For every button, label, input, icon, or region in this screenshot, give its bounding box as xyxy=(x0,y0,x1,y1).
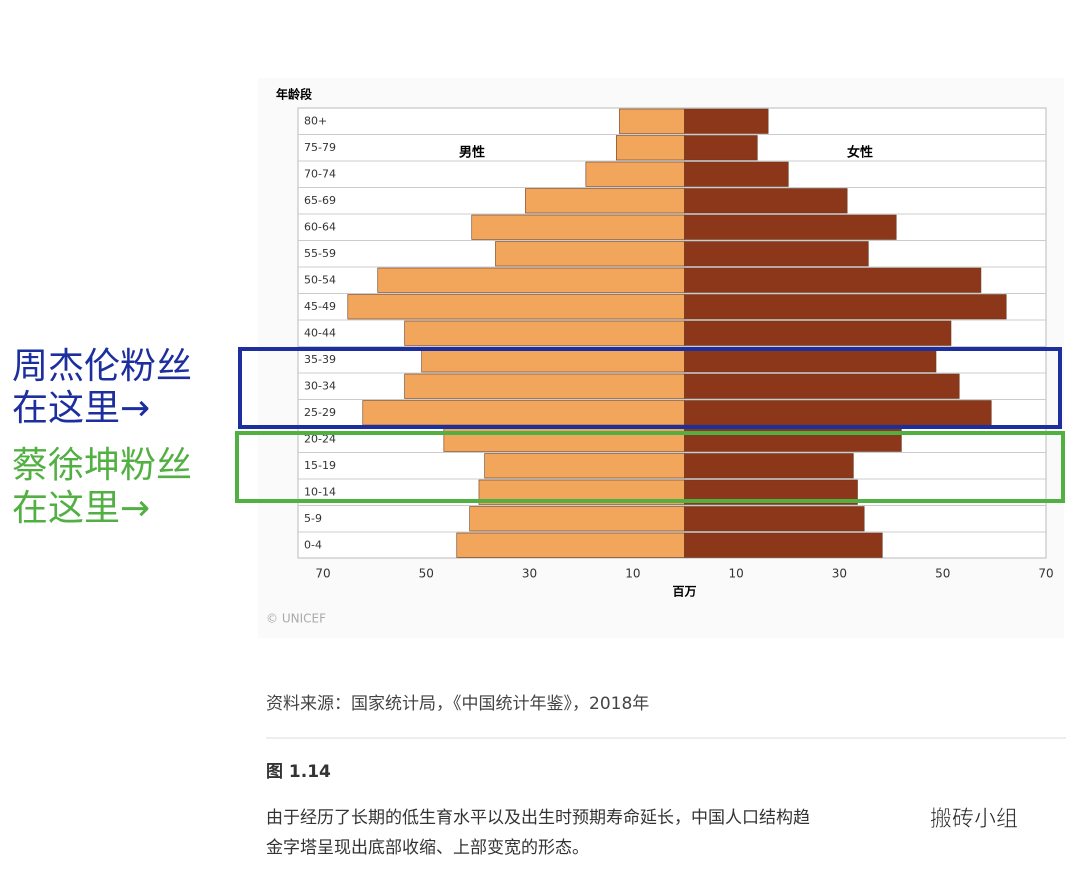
y-tick-label: 70-74 xyxy=(304,167,336,180)
y-tick-label: 15-19 xyxy=(304,459,336,472)
bar xyxy=(684,426,902,452)
y-tick-label: 45-49 xyxy=(304,300,336,313)
bar xyxy=(684,108,769,134)
y-tick-label: 55-59 xyxy=(304,247,336,260)
watermark: 搬砖小组 xyxy=(930,807,1018,832)
bar xyxy=(456,532,685,558)
y-tick-label: 50-54 xyxy=(304,273,336,286)
x-tick-label: 30 xyxy=(522,567,537,581)
bar xyxy=(684,506,865,532)
bar xyxy=(471,214,685,240)
y-tick-label: 40-44 xyxy=(304,326,336,339)
bar xyxy=(421,347,685,373)
bar xyxy=(495,241,685,267)
y-tick-label: 5-9 xyxy=(304,512,322,525)
x-tick-label: 30 xyxy=(832,567,847,581)
figure-label: 图 1.14 xyxy=(266,762,331,782)
y-tick-label: 10-14 xyxy=(304,485,336,498)
y-tick-label: 75-79 xyxy=(304,141,336,154)
bar xyxy=(443,426,685,452)
annotation-text: 在这里→ xyxy=(12,488,150,529)
x-tick-label: 10 xyxy=(625,567,640,581)
x-tick-label: 50 xyxy=(419,567,434,581)
bar xyxy=(404,320,685,346)
legend-label: 女性 xyxy=(847,145,873,161)
bar xyxy=(684,161,789,187)
annotation-text: 周杰伦粉丝 xyxy=(12,346,192,387)
bar xyxy=(684,320,952,346)
bar xyxy=(619,108,685,134)
bar xyxy=(684,453,854,479)
bar xyxy=(377,267,685,293)
bar xyxy=(684,241,869,267)
y-tick-label: 30-34 xyxy=(304,379,336,392)
annotation-text: 蔡徐坤粉丝 xyxy=(12,445,192,486)
bar xyxy=(684,188,848,214)
credit: © UNICEF xyxy=(266,612,326,626)
bar xyxy=(684,532,883,558)
caption: 由于经历了长期的低生育水平以及出生时预期寿命延长，中国人口结构趋 xyxy=(266,808,810,828)
bar xyxy=(684,373,960,399)
x-tick-label: 10 xyxy=(729,567,744,581)
caption: 金字塔呈现出底部收缩、上部变宽的形态。 xyxy=(266,838,589,858)
bar xyxy=(684,400,992,426)
bar xyxy=(684,294,1007,320)
source: 资料来源：国家统计局，《中国统计年鉴》，2018年 xyxy=(266,694,649,714)
bar xyxy=(347,294,685,320)
x-tick-label: 70 xyxy=(315,567,330,581)
bar xyxy=(525,188,685,214)
bar xyxy=(404,373,685,399)
x-tick-label: 50 xyxy=(935,567,950,581)
y-tick-label: 60-64 xyxy=(304,220,336,233)
bar xyxy=(484,453,685,479)
bar xyxy=(616,135,685,161)
y-tick-label: 35-39 xyxy=(304,353,336,366)
bar xyxy=(684,347,937,373)
highlight-box xyxy=(238,347,1062,429)
legend-label: 男性 xyxy=(459,145,485,161)
y-tick-label: 65-69 xyxy=(304,194,336,207)
bar xyxy=(469,506,685,532)
y-tick-label: 0-4 xyxy=(304,538,322,551)
y-tick-label: 25-29 xyxy=(304,406,336,419)
bar xyxy=(362,400,685,426)
annotation-text: 在这里→ xyxy=(12,388,150,429)
y-tick-label: 20-24 xyxy=(304,432,336,445)
y-tick-label: 80+ xyxy=(304,114,327,127)
bar xyxy=(684,267,982,293)
bar xyxy=(684,135,758,161)
highlight-box xyxy=(235,431,1065,503)
y-axis-label: 年龄段 xyxy=(276,87,313,102)
bar xyxy=(585,161,685,187)
bar xyxy=(684,214,897,240)
x-tick-label: 70 xyxy=(1038,567,1053,581)
x-axis-label: 百万 xyxy=(672,585,696,599)
